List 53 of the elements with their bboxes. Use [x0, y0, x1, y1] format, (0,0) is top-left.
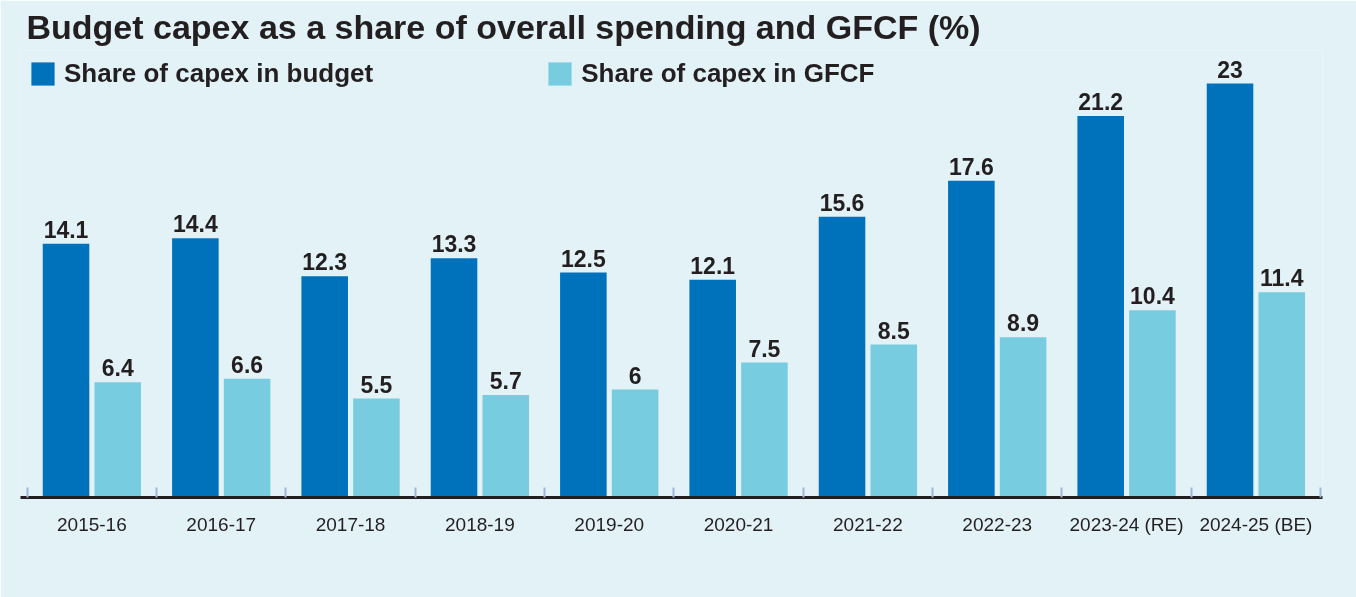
x-tick-label: 2023-24 (RE)	[1069, 513, 1184, 535]
bar	[1129, 310, 1176, 498]
bar	[1258, 292, 1306, 498]
bar	[42, 243, 90, 498]
data-label: 11.4	[1260, 265, 1304, 292]
chart-title: Budget capex as a share of overall spending and GFCF (%)	[26, 7, 981, 46]
data-label: 5.5	[360, 371, 393, 398]
x-tick-label: 2024-25 (BE)	[1199, 513, 1313, 535]
bar	[818, 216, 866, 498]
data-label: 21.2	[1078, 89, 1124, 115]
data-label: 8.9	[1007, 310, 1040, 337]
x-tick-label: 2020-21	[703, 513, 774, 535]
bar	[172, 238, 219, 498]
bar	[948, 180, 995, 498]
data-label: 15.6	[819, 189, 865, 216]
bar	[223, 378, 271, 498]
data-label: 14.1	[43, 216, 89, 243]
x-tick-label: 2022-23	[962, 513, 1033, 535]
legend-label: Share of capex in GFCF	[581, 58, 875, 89]
data-label: 23	[1217, 56, 1243, 83]
x-tick-label: 2017-18	[315, 513, 386, 535]
data-label: 14.4	[172, 211, 218, 238]
bar	[689, 279, 736, 498]
x-tick-label: 2018-19	[445, 513, 515, 535]
x-tick-label: 2016-17	[186, 513, 257, 535]
x-tick-label: 2015-16	[57, 513, 127, 535]
data-label: 12.1	[690, 252, 736, 279]
bar	[741, 362, 788, 498]
bar	[482, 394, 530, 498]
x-tick-label: 2019-20	[574, 513, 645, 535]
bar	[353, 398, 400, 498]
bar	[301, 276, 348, 498]
bar	[1206, 83, 1254, 498]
bar	[94, 382, 142, 498]
bar	[560, 272, 607, 498]
data-label: 10.4	[1130, 283, 1176, 310]
data-label: 12.5	[560, 245, 606, 272]
data-label: 13.3	[431, 231, 477, 258]
data-label: 5.7	[489, 367, 522, 394]
bar	[999, 337, 1047, 498]
data-label: 6	[628, 362, 642, 389]
data-label: 8.5	[877, 317, 910, 344]
x-tick-label: 2021-22	[833, 513, 903, 535]
data-label: 6.4	[101, 355, 134, 382]
legend-label: Share of capex in budget	[64, 58, 374, 89]
bar	[870, 344, 918, 498]
data-label: 6.6	[231, 351, 264, 378]
data-label: 12.3	[302, 249, 348, 276]
bar	[611, 389, 659, 498]
bar	[1077, 116, 1124, 498]
bar	[430, 258, 478, 498]
data-label: 7.5	[748, 335, 781, 362]
data-label: 17.6	[948, 153, 994, 180]
